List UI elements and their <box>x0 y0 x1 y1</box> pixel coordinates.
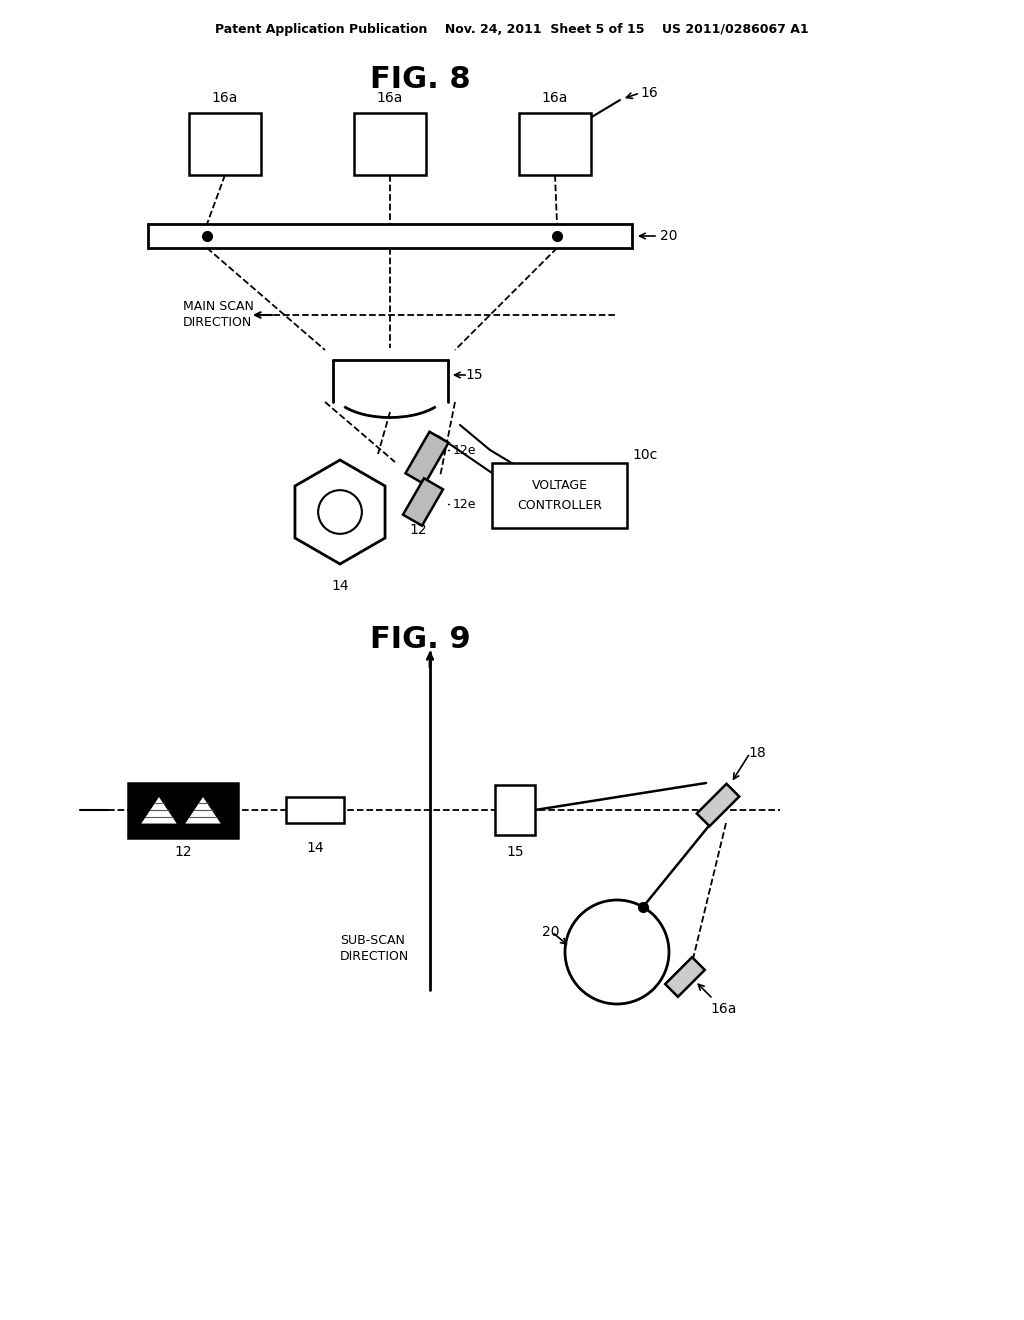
Text: 16a: 16a <box>710 1002 736 1016</box>
Text: 16: 16 <box>640 86 657 100</box>
Text: 20: 20 <box>660 228 678 243</box>
Text: 15: 15 <box>506 845 524 859</box>
Text: 14: 14 <box>306 841 324 855</box>
Text: DIRECTION: DIRECTION <box>183 317 252 330</box>
Polygon shape <box>666 957 705 997</box>
Bar <box>519 114 591 176</box>
Text: 12e: 12e <box>453 498 476 511</box>
Text: 20: 20 <box>542 925 559 939</box>
Text: 10c: 10c <box>632 447 657 462</box>
Text: 16a: 16a <box>377 91 403 106</box>
Polygon shape <box>140 796 178 824</box>
Polygon shape <box>696 784 739 826</box>
Text: VOLTAGE: VOLTAGE <box>531 479 588 492</box>
Polygon shape <box>184 796 222 824</box>
Bar <box>354 114 426 176</box>
Text: FIG. 9: FIG. 9 <box>370 626 470 655</box>
Circle shape <box>565 900 669 1005</box>
Text: MAIN SCAN: MAIN SCAN <box>183 301 254 314</box>
Text: 16a: 16a <box>212 91 239 106</box>
Text: Patent Application Publication    Nov. 24, 2011  Sheet 5 of 15    US 2011/028606: Patent Application Publication Nov. 24, … <box>215 24 809 37</box>
Text: 15: 15 <box>465 368 482 381</box>
Text: DIRECTION: DIRECTION <box>340 950 410 964</box>
Text: SUB-SCAN: SUB-SCAN <box>340 933 404 946</box>
Polygon shape <box>295 459 385 564</box>
Bar <box>492 463 627 528</box>
Bar <box>495 785 535 836</box>
Polygon shape <box>403 478 443 525</box>
Text: FIG. 8: FIG. 8 <box>370 66 470 95</box>
Text: CONTROLLER: CONTROLLER <box>517 499 602 512</box>
Text: 12: 12 <box>410 523 427 537</box>
Bar <box>148 224 632 248</box>
Text: 12: 12 <box>174 845 191 859</box>
Text: 16a: 16a <box>542 91 568 106</box>
Bar <box>189 114 261 176</box>
Text: 14: 14 <box>331 579 349 593</box>
Bar <box>128 783 238 837</box>
Bar <box>286 797 344 822</box>
Polygon shape <box>406 432 449 484</box>
Text: 12e: 12e <box>453 444 476 457</box>
Text: 18: 18 <box>748 746 766 760</box>
